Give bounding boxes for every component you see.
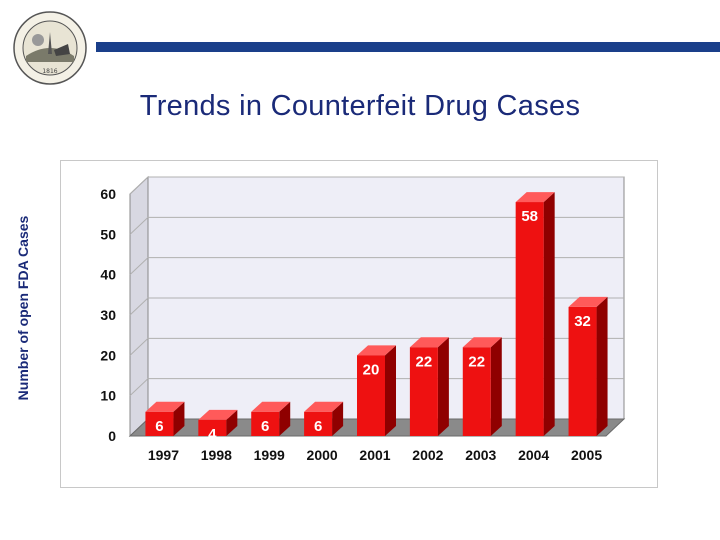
bar [462, 347, 491, 436]
x-tick-label: 1997 [148, 447, 179, 463]
bar-top [462, 337, 502, 348]
x-tick-label: 2002 [412, 447, 443, 463]
header-rule [96, 42, 720, 52]
bar-top [515, 192, 555, 203]
bar-value-label: 4 [208, 426, 217, 443]
y-tick-label: 60 [100, 186, 116, 202]
bar-side [279, 401, 291, 436]
x-tick-label: 1998 [201, 447, 232, 463]
bar [409, 347, 438, 436]
bar-top [568, 296, 608, 307]
y-tick-label: 20 [100, 347, 116, 363]
bar-side [332, 401, 344, 436]
x-tick-label: 2004 [518, 447, 549, 463]
y-tick-label: 30 [100, 307, 116, 323]
x-tick-label: 2000 [307, 447, 338, 463]
gridline [129, 257, 624, 276]
bar-side [437, 337, 449, 436]
state-seal: 1816 [13, 11, 87, 85]
bar [568, 306, 597, 436]
bar-side [596, 296, 608, 436]
x-tick-label: 2005 [571, 447, 602, 463]
bar-top [357, 345, 396, 356]
bar-top [198, 409, 238, 420]
bar [145, 411, 174, 436]
bar-side [490, 337, 502, 436]
bar-value-label: 6 [155, 418, 163, 435]
svg-text:1816: 1816 [42, 68, 57, 75]
bar [251, 411, 280, 436]
bar-value-label: 22 [468, 353, 485, 370]
x-tick-label: 2001 [359, 447, 390, 463]
bar-value-label: 6 [314, 418, 322, 435]
x-tick-label: 2003 [465, 447, 496, 463]
y-tick-label: 10 [100, 388, 116, 404]
gridline [129, 176, 624, 195]
gridline [129, 337, 624, 356]
bar-side [543, 192, 555, 436]
bar [357, 355, 385, 436]
bar [515, 202, 544, 436]
bar-value-label: 20 [363, 361, 380, 378]
bar-side [173, 401, 185, 436]
y-tick-label: 0 [108, 428, 116, 444]
bar-value-label: 32 [574, 313, 591, 330]
y-axis-label: Number of open FDA Cases [15, 215, 31, 401]
bar-top [145, 401, 185, 412]
bar-chart: 0 10 20 30 40 50 60 6 1997 4 1998 6 1999 6 2000 20 2001 2… [100, 175, 626, 463]
y-tick-label: 40 [100, 267, 116, 283]
gridline [129, 297, 624, 316]
x-tick-label: 1999 [254, 447, 285, 463]
bar-value-label: 58 [521, 208, 538, 225]
bar-value-label: 6 [261, 418, 269, 435]
bar-top [251, 401, 291, 412]
bar-value-label: 22 [416, 353, 433, 370]
bar-side [385, 345, 396, 436]
bar-side [226, 409, 238, 436]
bar [304, 411, 333, 436]
bar-top [409, 337, 449, 348]
y-tick-label: 50 [100, 226, 116, 242]
slide-title: Trends in Counterfeit Drug Cases [139, 90, 581, 122]
gridline [129, 216, 624, 235]
bar [198, 419, 227, 436]
bar-top [304, 401, 344, 412]
